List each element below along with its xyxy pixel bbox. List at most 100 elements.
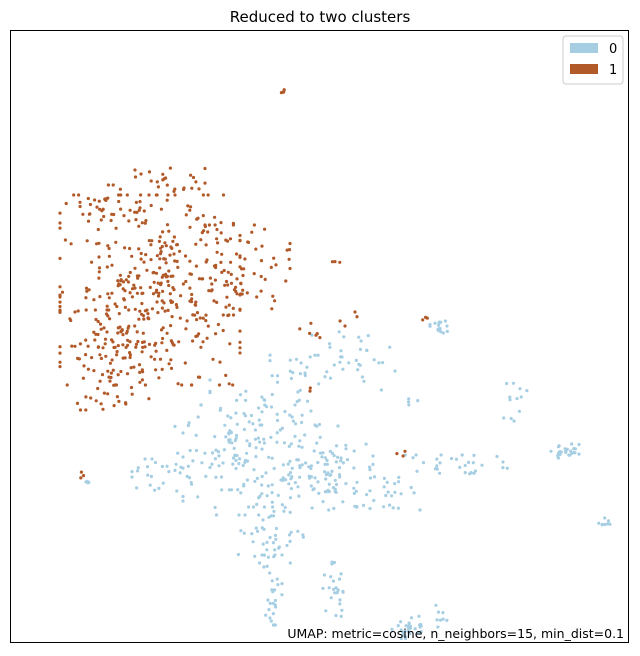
point-series-1: [195, 318, 199, 322]
point-series-0: [360, 375, 364, 379]
point-series-0: [316, 353, 320, 357]
point-series-1: [212, 299, 216, 303]
point-series-1: [97, 255, 101, 259]
point-series-0: [391, 506, 395, 510]
point-series-1: [118, 283, 122, 287]
point-series-0: [315, 424, 319, 428]
point-series-1: [160, 275, 164, 279]
point-series-0: [270, 588, 274, 592]
point-series-1: [132, 365, 136, 369]
point-series-0: [251, 540, 255, 544]
point-series-0: [384, 493, 388, 498]
point-series-1: [64, 201, 68, 206]
point-series-1: [190, 383, 194, 387]
point-series-1: [152, 280, 156, 284]
point-series-1: [165, 183, 169, 187]
point-series-0: [382, 505, 386, 509]
point-series-0: [242, 482, 246, 486]
point-series-0: [234, 411, 238, 415]
point-series-0: [600, 522, 605, 527]
point-series-0: [337, 577, 342, 581]
point-series-1: [127, 324, 131, 328]
point-series-1: [173, 259, 177, 263]
point-series-1: [86, 219, 91, 223]
point-series-1: [238, 238, 242, 242]
point-series-1: [221, 328, 225, 333]
point-series-1: [77, 193, 81, 197]
point-series-1: [81, 376, 85, 380]
point-series-1: [206, 230, 210, 234]
point-series-0: [174, 462, 178, 466]
point-series-0: [399, 620, 403, 624]
point-series-0: [502, 416, 506, 420]
point-series-1: [164, 275, 168, 279]
point-series-0: [255, 476, 259, 480]
point-series-0: [258, 423, 262, 427]
point-series-0: [268, 616, 272, 620]
point-series-1: [178, 249, 182, 253]
point-series-0: [436, 327, 440, 331]
point-series-0: [418, 622, 423, 627]
point-series-1: [226, 283, 230, 287]
point-series-1: [259, 259, 264, 263]
point-series-0: [307, 465, 311, 469]
point-series-0: [352, 466, 356, 470]
point-series-1: [421, 318, 425, 322]
point-series-0: [271, 505, 275, 509]
point-series-0: [222, 448, 226, 452]
point-series-0: [289, 530, 293, 534]
point-series-0: [214, 448, 218, 452]
point-series-0: [404, 636, 408, 641]
point-series-0: [449, 456, 454, 461]
point-series-1: [238, 329, 242, 333]
point-series-1: [395, 452, 399, 456]
point-series-0: [293, 403, 297, 407]
point-series-1: [122, 214, 126, 218]
point-series-0: [325, 458, 329, 462]
point-series-0: [253, 554, 257, 558]
point-series-0: [438, 461, 442, 465]
point-series-1: [240, 267, 244, 271]
legend-swatch-0: [570, 43, 598, 53]
point-series-1: [97, 276, 101, 280]
point-series-0: [386, 490, 390, 494]
point-series-0: [388, 345, 392, 349]
point-series-1: [95, 242, 99, 246]
point-series-1: [224, 305, 228, 309]
point-series-1: [175, 305, 179, 309]
point-series-1: [186, 204, 190, 208]
point-series-0: [437, 321, 441, 325]
point-series-0: [229, 488, 234, 492]
point-series-1: [180, 383, 184, 387]
point-series-0: [396, 506, 400, 510]
point-series-0: [255, 502, 259, 506]
point-series-0: [268, 359, 272, 363]
point-series-1: [142, 317, 146, 321]
point-series-1: [90, 260, 94, 264]
point-series-0: [273, 533, 277, 538]
point-series-0: [606, 519, 611, 523]
point-series-1: [179, 294, 183, 298]
point-series-1: [169, 324, 173, 328]
point-series-1: [158, 235, 162, 239]
point-series-1: [58, 360, 62, 364]
point-series-0: [257, 418, 261, 422]
point-series-1: [166, 193, 170, 197]
point-series-0: [267, 455, 271, 459]
point-series-0: [260, 395, 264, 399]
point-series-1: [92, 369, 96, 373]
point-series-0: [273, 598, 277, 603]
point-series-1: [127, 274, 131, 278]
point-series-0: [359, 339, 363, 343]
point-series-1: [160, 306, 164, 310]
point-series-0: [328, 345, 332, 349]
point-series-0: [515, 397, 519, 401]
point-series-0: [283, 409, 287, 414]
point-series-0: [247, 420, 251, 424]
point-series-0: [293, 434, 297, 438]
point-series-0: [439, 330, 443, 334]
point-series-1: [90, 356, 94, 360]
point-series-0: [274, 537, 278, 542]
point-series-1: [188, 286, 192, 290]
